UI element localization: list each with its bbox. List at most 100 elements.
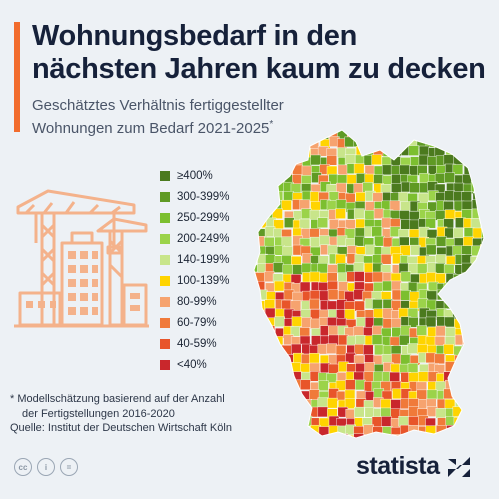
legend-item: 80-99%: [160, 291, 229, 312]
map-region: [254, 363, 257, 375]
map-region: [254, 433, 258, 438]
map-region: [425, 336, 437, 347]
map-region: [461, 363, 473, 374]
map-region: [292, 164, 303, 176]
map-region: [299, 433, 310, 438]
map-region: [337, 443, 347, 450]
map-region: [461, 415, 473, 426]
map-region: [463, 227, 475, 238]
map-region: [471, 316, 483, 327]
map-region: [389, 200, 401, 211]
subtitle-footnote-mark: *: [269, 119, 274, 130]
map-region: [491, 238, 496, 248]
statista-logo[interactable]: statista: [356, 452, 472, 481]
map-region: [490, 255, 496, 265]
map-region: [282, 146, 294, 158]
map-region: [273, 380, 284, 391]
map-region: [354, 271, 365, 282]
legend-item: 100-139%: [160, 270, 229, 291]
map-region: [381, 416, 392, 427]
legend-label: 100-139%: [177, 274, 230, 287]
creative-commons-icon[interactable]: cc: [14, 458, 32, 476]
map-region: [371, 433, 382, 438]
map-region: [319, 130, 330, 132]
map-region: [444, 209, 456, 220]
legend-item: <40%: [160, 354, 229, 375]
subtitle-line-1: Geschätztes Verhältnis fertiggestellter: [32, 97, 284, 114]
map-region: [400, 271, 412, 282]
map-region: [300, 379, 311, 390]
map-region: [479, 163, 484, 174]
map-region: [254, 292, 259, 303]
map-region: [290, 435, 301, 438]
map-region: [254, 300, 257, 311]
map-region: [281, 130, 292, 139]
map-region: [284, 217, 295, 228]
map-region: [353, 163, 365, 174]
map-region: [239, 283, 249, 293]
map-region: [454, 381, 465, 393]
map-region: [299, 218, 311, 230]
map-region: [345, 193, 356, 204]
map-region: [490, 139, 496, 149]
map-region: [409, 219, 420, 231]
map-region: [373, 208, 385, 219]
map-region: [354, 235, 365, 247]
map-region: [470, 362, 482, 373]
map-region: [479, 335, 484, 346]
map-region: [365, 201, 376, 212]
map-region: [238, 310, 247, 320]
map-region: [464, 146, 475, 158]
map-region: [389, 371, 400, 383]
map-region: [407, 362, 419, 374]
map-region: [363, 371, 375, 382]
map-region: [282, 264, 293, 275]
map-region: [238, 138, 248, 148]
map-region: [490, 371, 496, 381]
map-region: [472, 272, 483, 283]
map-region: [480, 173, 484, 184]
map-region: [452, 227, 464, 239]
map-region: [281, 434, 293, 438]
map-region: [255, 130, 266, 131]
map-region: [292, 130, 303, 131]
map-region: [238, 382, 247, 392]
map-region: [239, 353, 249, 363]
map-region: [238, 263, 247, 273]
map-region: [254, 146, 257, 157]
map-region: [272, 190, 284, 202]
map-region: [299, 199, 310, 211]
map-region: [371, 154, 382, 165]
map-region: [471, 334, 482, 346]
map-region: [264, 130, 276, 131]
map-region: [256, 289, 268, 301]
map-region: [254, 352, 258, 363]
attribution-icon[interactable]: i: [37, 458, 55, 476]
map-region: [265, 200, 276, 211]
map-region: [482, 138, 484, 150]
map-region: [490, 164, 496, 174]
map-region: [373, 443, 383, 450]
map-region: [381, 444, 391, 450]
map-region: [309, 130, 320, 141]
map-region: [400, 130, 411, 141]
map-region: [463, 130, 474, 139]
map-region: [471, 379, 482, 390]
no-derivatives-icon[interactable]: =: [60, 458, 78, 476]
map-region: [238, 130, 247, 140]
map-region: [479, 156, 484, 168]
map-region: [452, 146, 464, 157]
map-region: [299, 281, 311, 293]
map-region: [471, 372, 482, 384]
map-region: [417, 298, 429, 309]
map-region: [479, 345, 484, 357]
map-region: [463, 290, 475, 301]
footnote-line-2: der Fertigstellungen 2016-2020: [22, 407, 175, 420]
map-region: [256, 318, 267, 330]
map-region: [489, 443, 496, 450]
map-region: [344, 309, 355, 320]
map-region: [471, 130, 482, 141]
subtitle: Geschätztes Verhältnis fertiggestellter …: [32, 96, 332, 138]
title-line-2: nächsten Jahren kaum zu decken: [32, 53, 486, 85]
map-region: [491, 247, 496, 257]
